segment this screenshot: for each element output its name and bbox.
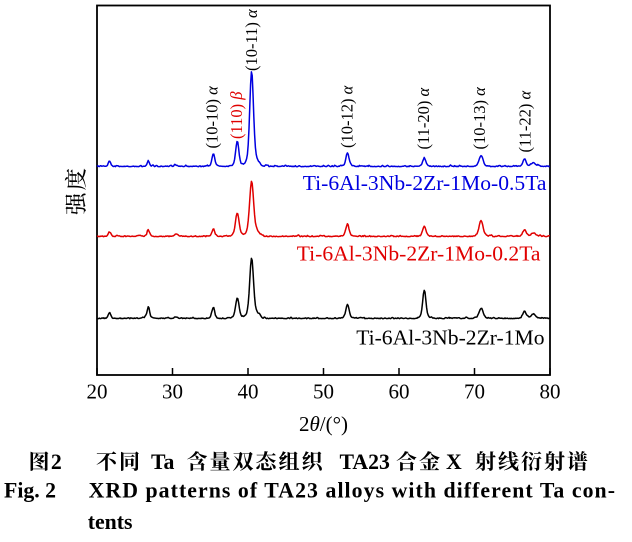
svg-text:TA23: TA23	[340, 450, 391, 474]
svg-text:Ti-6Al-3Nb-2Zr-1Mo-0.2Ta: Ti-6Al-3Nb-2Zr-1Mo-0.2Ta	[297, 241, 541, 265]
svg-text:X: X	[446, 450, 462, 474]
svg-text:20: 20	[87, 380, 108, 404]
svg-text:tents: tents	[88, 510, 133, 534]
svg-text:2: 2	[51, 450, 62, 474]
svg-text:Ti-6Al-3Nb-2Zr-1Mo: Ti-6Al-3Nb-2Zr-1Mo	[356, 325, 544, 349]
svg-text:40: 40	[238, 380, 259, 404]
svg-text:(10-10) α: (10-10) α	[202, 86, 221, 149]
svg-text:(110) β: (110) β	[227, 91, 246, 139]
svg-text:80: 80	[540, 380, 561, 404]
svg-text:50: 50	[313, 380, 334, 404]
svg-text:(10-13) α: (10-13) α	[470, 87, 489, 150]
svg-text:Ta: Ta	[151, 450, 175, 474]
svg-text:70: 70	[464, 380, 485, 404]
svg-text:(10-12) α: (10-12) α	[337, 85, 356, 148]
svg-text:Fig. 2: Fig. 2	[4, 478, 56, 502]
svg-text:Ti-6Al-3Nb-2Zr-1Mo-0.5Ta: Ti-6Al-3Nb-2Zr-1Mo-0.5Ta	[303, 171, 547, 195]
svg-text:(11-22) α: (11-22) α	[516, 91, 535, 153]
svg-text:60: 60	[389, 380, 410, 404]
svg-text:XRD patterns of TA23 alloys wi: XRD patterns of TA23 alloys with differe…	[89, 478, 615, 502]
svg-text:(10-11) α: (10-11) α	[242, 9, 261, 71]
svg-text:(11-20) α: (11-20) α	[414, 88, 433, 150]
svg-text:2θ/(°): 2θ/(°)	[299, 412, 348, 436]
svg-text:30: 30	[162, 380, 183, 404]
